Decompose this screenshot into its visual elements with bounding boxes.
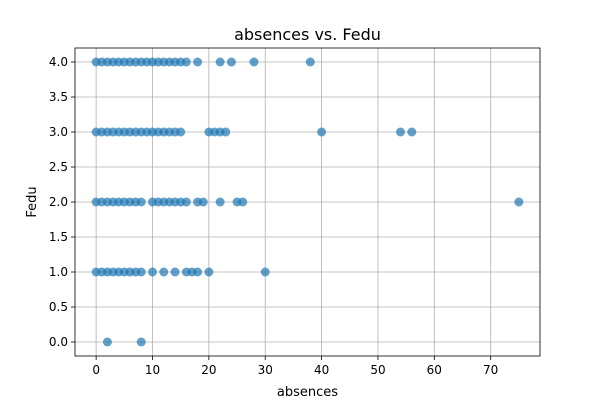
scatter-point: [193, 57, 203, 67]
scatter-point: [102, 337, 112, 347]
scatter-point: [136, 337, 146, 347]
scatter-point: [204, 267, 214, 277]
scatter-point: [317, 127, 327, 137]
scatter-point: [159, 267, 169, 277]
scatter-point: [148, 267, 157, 277]
scatter-point: [260, 267, 270, 277]
x-tick-label: 40: [314, 363, 329, 377]
scatter-point: [193, 267, 203, 277]
y-tick-label: 4.0: [49, 55, 68, 69]
scatter-point: [181, 197, 191, 207]
chart-title: absences vs. Fedu: [234, 25, 381, 44]
scatter-point: [514, 197, 524, 207]
x-tick-label: 30: [258, 363, 273, 377]
scatter-point: [249, 57, 259, 67]
scatter-point: [170, 267, 180, 277]
x-axis-label: absences: [277, 385, 338, 400]
y-tick-label: 2.0: [49, 195, 68, 209]
y-axis-label: Fedu: [25, 186, 40, 217]
scatter-point: [396, 127, 405, 137]
y-tick-label: 0.0: [49, 335, 68, 349]
x-tick-label: 10: [145, 363, 160, 377]
scatter-point: [226, 57, 236, 67]
scatter-point: [407, 127, 417, 137]
scatter-point: [136, 197, 146, 207]
y-tick-label: 3.5: [49, 90, 68, 104]
x-tick-label: 70: [483, 363, 498, 377]
scatter-point: [305, 57, 315, 67]
scatter-point: [181, 57, 191, 67]
y-tick-label: 1.0: [49, 265, 68, 279]
x-tick-label: 20: [201, 363, 216, 377]
ticks: 0 10 20 30 40 50 60 70 0.0 0.5 1.0 1.5 2.0 2.5 3.0 3.5 4…: [49, 55, 498, 377]
scatter-point: [198, 197, 208, 207]
scatter-point: [215, 57, 225, 67]
scatter-point: [215, 197, 225, 207]
x-tick-label: 60: [427, 363, 442, 377]
scatter-point: [136, 267, 146, 277]
x-tick-label: 0: [92, 363, 100, 377]
scatter-point: [176, 127, 186, 137]
scatter-point: [238, 197, 248, 207]
y-tick-label: 0.5: [49, 300, 68, 314]
x-tick-label: 50: [370, 363, 385, 377]
y-tick-label: 1.5: [49, 230, 68, 244]
data-points: [91, 57, 524, 347]
y-tick-label: 3.0: [49, 125, 68, 139]
y-tick-label: 2.5: [49, 160, 68, 174]
scatter-point: [221, 127, 231, 137]
